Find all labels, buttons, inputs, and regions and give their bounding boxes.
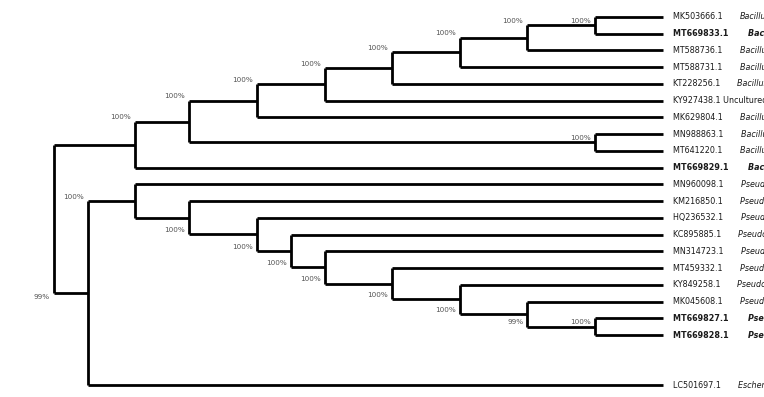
Text: Pseudomonas aeruginosa: Pseudomonas aeruginosa <box>741 247 764 256</box>
Text: Pseudomonas aeruginosa: Pseudomonas aeruginosa <box>738 230 764 239</box>
Text: 100%: 100% <box>164 227 185 233</box>
Text: Pseudomonas aeruginosa: Pseudomonas aeruginosa <box>748 331 764 339</box>
Text: Pseudomonas aeruginosa: Pseudomonas aeruginosa <box>740 197 764 206</box>
Text: 100%: 100% <box>63 194 84 200</box>
Text: 100%: 100% <box>266 260 286 266</box>
Text: 100%: 100% <box>299 61 320 67</box>
Text: MT669827.1: MT669827.1 <box>673 314 731 323</box>
Text: Bacillus subtilis: Bacillus subtilis <box>740 113 764 122</box>
Text: MT588731.1: MT588731.1 <box>673 62 724 71</box>
Text: MT459332.1: MT459332.1 <box>673 264 725 272</box>
Text: 100%: 100% <box>164 93 185 99</box>
Text: Pseudomonas aeruginosa: Pseudomonas aeruginosa <box>748 314 764 323</box>
Text: LC501697.1: LC501697.1 <box>673 381 723 390</box>
Text: MN960098.1: MN960098.1 <box>673 180 726 189</box>
Text: Pseudomonas aeruginosa: Pseudomonas aeruginosa <box>740 264 764 272</box>
Text: 100%: 100% <box>367 292 388 298</box>
Text: Pseudomonas fluorescens: Pseudomonas fluorescens <box>741 180 764 189</box>
Text: Bacillus subtilis: Bacillus subtilis <box>740 62 764 71</box>
Text: 100%: 100% <box>232 77 253 83</box>
Text: Bacillus tequilensis: Bacillus tequilensis <box>740 146 764 155</box>
Text: MT669828.1: MT669828.1 <box>673 331 731 339</box>
Text: Pseudomonas aeruginosa: Pseudomonas aeruginosa <box>740 213 764 222</box>
Text: Escherichia coli: Escherichia coli <box>738 381 764 390</box>
Text: 100%: 100% <box>111 114 131 120</box>
Text: 100%: 100% <box>435 30 455 37</box>
Text: KM216850.1: KM216850.1 <box>673 197 725 206</box>
Text: MK503666.1: MK503666.1 <box>673 12 725 21</box>
Text: MK629804.1: MK629804.1 <box>673 113 725 122</box>
Text: MN988863.1: MN988863.1 <box>673 129 726 139</box>
Text: MT669833.1: MT669833.1 <box>673 29 731 38</box>
Text: MN314723.1: MN314723.1 <box>673 247 726 256</box>
Text: HQ236532.1: HQ236532.1 <box>673 213 725 222</box>
Text: Bacillus: Bacillus <box>740 12 764 21</box>
Text: MT669829.1: MT669829.1 <box>673 163 731 172</box>
Text: MT588736.1: MT588736.1 <box>673 46 724 55</box>
Text: 100%: 100% <box>299 276 320 282</box>
Text: 99%: 99% <box>34 294 50 300</box>
Text: 100%: 100% <box>503 18 523 24</box>
Text: Bacillus subtilis: Bacillus subtilis <box>748 29 764 38</box>
Text: 100%: 100% <box>367 45 388 51</box>
Text: KT228256.1: KT228256.1 <box>673 79 723 88</box>
Text: MT641220.1: MT641220.1 <box>673 146 724 155</box>
Text: 100%: 100% <box>570 319 591 325</box>
Text: 100%: 100% <box>435 307 455 313</box>
Text: 100%: 100% <box>570 18 591 24</box>
Text: 100%: 100% <box>570 135 591 141</box>
Text: KY849258.1: KY849258.1 <box>673 280 723 289</box>
Text: 100%: 100% <box>232 244 253 250</box>
Text: KC895885.1: KC895885.1 <box>673 230 724 239</box>
Text: Bacillus tequilensis: Bacillus tequilensis <box>741 129 764 139</box>
Text: Bacillus amyloliquefaciens: Bacillus amyloliquefaciens <box>740 46 764 55</box>
Text: 99%: 99% <box>507 319 523 325</box>
Text: Bacillus tequilensis: Bacillus tequilensis <box>748 163 764 172</box>
Text: MK045608.1: MK045608.1 <box>673 297 725 306</box>
Text: Bacillus subtilis: Bacillus subtilis <box>737 79 764 88</box>
Text: Pseudomonas aeruginosa: Pseudomonas aeruginosa <box>737 280 764 289</box>
Text: Pseudomonas aeruginosa: Pseudomonas aeruginosa <box>740 297 764 306</box>
Text: KY927438.1 Uncultured: KY927438.1 Uncultured <box>673 96 764 105</box>
